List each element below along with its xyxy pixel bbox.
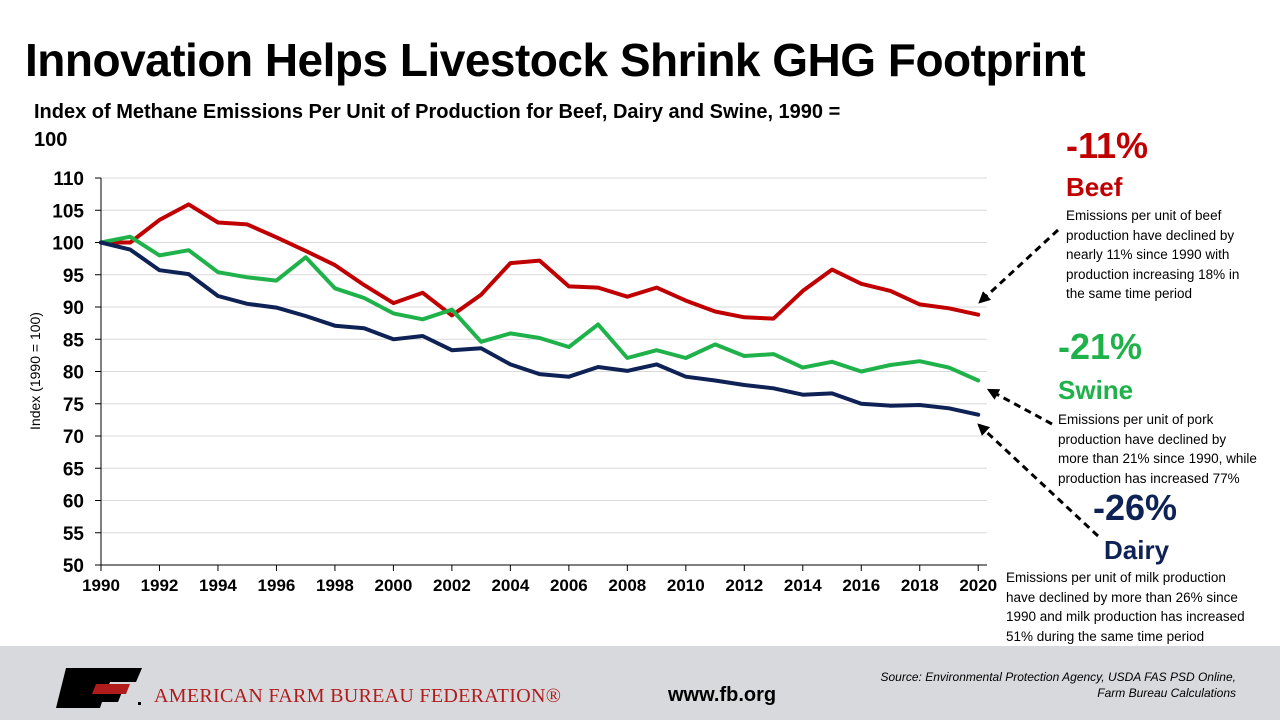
beef-percent: -11% bbox=[1066, 125, 1149, 166]
y-tick-label: 110 bbox=[53, 169, 84, 190]
website-link[interactable]: www.fb.org bbox=[668, 684, 777, 706]
beef-line bbox=[99, 202, 981, 321]
x-tick-label: 2010 bbox=[667, 576, 705, 595]
beef-label: Beef bbox=[1066, 172, 1123, 202]
beef-arrow bbox=[978, 228, 1060, 304]
dairy-note: Emissions per unit of milk production ha… bbox=[1006, 568, 1245, 646]
beef-note-line: nearly 11% since 1990 with bbox=[1066, 247, 1230, 262]
beef-note-line: production have declined by bbox=[1066, 227, 1235, 243]
x-tick-label: 2014 bbox=[784, 576, 822, 595]
gridlines bbox=[101, 177, 987, 534]
x-tick-label: 2006 bbox=[550, 576, 588, 595]
source-line: Farm Bureau Calculations bbox=[1097, 686, 1236, 700]
y-tick-label: 90 bbox=[63, 298, 84, 319]
farm-bureau-logo bbox=[56, 668, 142, 708]
y-axis-label: Index (1990 = 100) bbox=[27, 312, 43, 430]
x-tick-label: 2018 bbox=[901, 576, 939, 595]
y-tick-label: 65 bbox=[63, 459, 85, 480]
swine-note-line: production have declined by bbox=[1058, 431, 1227, 447]
swine-note-line: Emissions per unit of pork bbox=[1058, 412, 1214, 427]
page-title: Innovation Helps Livestock Shrink GHG Fo… bbox=[25, 34, 1086, 86]
x-tick-label: 1992 bbox=[141, 576, 179, 595]
swine-arrow bbox=[986, 388, 1053, 426]
y-tick-label: 50 bbox=[63, 556, 84, 577]
source-note: Source: Environmental Protection Agency,… bbox=[860, 669, 1237, 701]
y-tick-label: 105 bbox=[52, 201, 84, 222]
dairy-note-line: 1990 and milk production has increased bbox=[1006, 609, 1245, 624]
y-tick-label: 70 bbox=[63, 427, 84, 448]
y-tick-label: 75 bbox=[63, 395, 85, 416]
dairy-percent: -26% bbox=[1093, 487, 1178, 528]
dairy-arrow bbox=[977, 423, 1100, 538]
dairy-note-line: have declined by more than 26% since bbox=[1006, 589, 1238, 605]
dairy-note-line: 51% during the same time period bbox=[1006, 628, 1205, 644]
annotation-arrows bbox=[977, 228, 1100, 538]
beef-note-line: Emissions per unit of beef bbox=[1066, 208, 1222, 223]
swine-note-line: more than 21% since 1990, while bbox=[1058, 451, 1257, 466]
x-tick-label: 2002 bbox=[433, 576, 471, 595]
swine-percent: -21% bbox=[1058, 326, 1143, 367]
y-tick-label: 85 bbox=[63, 330, 85, 351]
x-tick-label: 2000 bbox=[374, 576, 412, 595]
x-tick-label: 2016 bbox=[842, 576, 880, 595]
y-tick-label: 60 bbox=[63, 492, 84, 513]
x-tick-label: 2004 bbox=[491, 576, 529, 595]
x-tick-label: 1990 bbox=[82, 576, 120, 595]
beef-note-line: the same time period bbox=[1066, 286, 1193, 301]
y-tick-label: 80 bbox=[63, 363, 84, 384]
y-tick-label: 95 bbox=[63, 266, 85, 287]
swine-line bbox=[99, 234, 981, 383]
organization-name: AMERICAN FARM BUREAU FEDERATION® bbox=[154, 685, 562, 707]
x-tick-label: 1996 bbox=[258, 576, 296, 595]
footer-band bbox=[0, 646, 1280, 720]
x-tick-label: 1994 bbox=[199, 576, 237, 595]
x-tick-label: 1998 bbox=[316, 576, 354, 595]
dairy-note-line: Emissions per unit of milk production bbox=[1006, 570, 1226, 585]
beef-note: Emissions per unit of beef production ha… bbox=[1066, 206, 1239, 304]
x-tick-label: 2008 bbox=[608, 576, 646, 595]
swine-note: Emissions per unit of pork production ha… bbox=[1058, 410, 1257, 488]
swine-note-line: production has increased 77% bbox=[1058, 470, 1240, 486]
series-lines bbox=[99, 202, 981, 417]
chart-subtitle: Index of Methane Emissions Per Unit of P… bbox=[34, 101, 841, 151]
source-line: Source: Environmental Protection Agency,… bbox=[880, 670, 1237, 684]
axes: 50 55 60 65 70 75 80 85 90 95 100 105 110 1990 1992 199… bbox=[52, 169, 997, 595]
swine-label: Swine bbox=[1058, 375, 1134, 405]
y-tick-label: 55 bbox=[63, 524, 85, 545]
x-tick-label: 2020 bbox=[959, 576, 997, 595]
beef-note-line: production increasing 18% in bbox=[1066, 266, 1240, 282]
y-tick-label: 100 bbox=[52, 234, 84, 255]
dairy-label: Dairy bbox=[1104, 535, 1170, 565]
x-tick-label: 2012 bbox=[725, 576, 763, 595]
dairy-line bbox=[99, 240, 981, 417]
